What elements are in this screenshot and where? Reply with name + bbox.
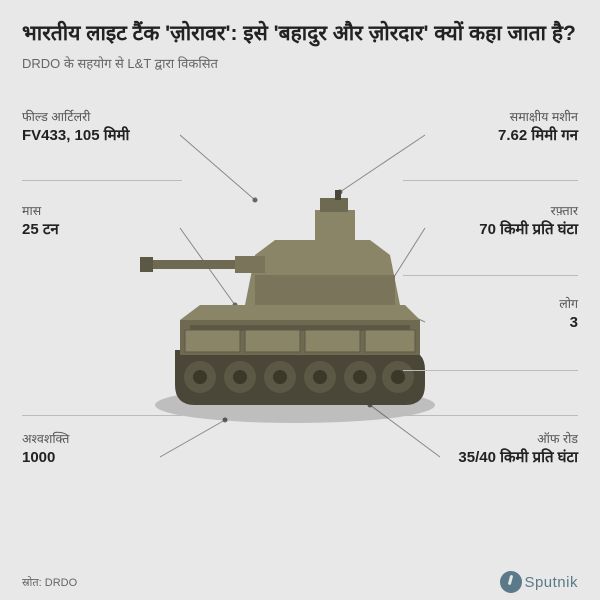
source-text: स्रोत: DRDO	[22, 575, 77, 590]
separator-line	[22, 180, 182, 181]
separator-line	[403, 275, 578, 276]
spec-left-1: मास 25 टन	[22, 202, 59, 240]
spec-value: 1000	[22, 449, 69, 468]
page-subtitle: DRDO के सहयोग से L&T द्वारा विकसित	[22, 54, 578, 72]
spec-label: मास	[22, 202, 59, 219]
spec-value: 35/40 किमी प्रति घंटा	[458, 449, 578, 468]
spec-right-0: समाक्षीय मशीन 7.62 मिमी गन	[498, 108, 578, 146]
sputnik-icon	[500, 571, 522, 593]
spec-left-2: अश्वशक्ति 1000	[22, 430, 69, 468]
brand-logo: Sputnik	[500, 571, 578, 593]
spec-right-3: ऑफ रोड 35/40 किमी प्रति घंटा	[458, 430, 578, 468]
spec-label: ऑफ रोड	[458, 430, 578, 447]
brand-text: Sputnik	[524, 574, 578, 591]
spec-label: फील्ड आर्टिलरी	[22, 108, 129, 125]
separator-line	[22, 415, 182, 416]
spec-label: रफ़्तार	[479, 202, 578, 219]
spec-value: 70 किमी प्रति घंटा	[479, 221, 578, 240]
footer: स्रोत: DRDO Sputnik	[0, 564, 600, 600]
spec-right-1: रफ़्तार 70 किमी प्रति घंटा	[479, 202, 578, 240]
header: भारतीय लाइट टैंक 'ज़ोरावर': इसे 'बहादुर …	[0, 0, 600, 80]
spec-left-0: फील्ड आर्टिलरी FV433, 105 मिमी	[22, 108, 129, 146]
separator-line	[403, 180, 578, 181]
separator-line	[403, 370, 578, 371]
spec-label: अश्वशक्ति	[22, 430, 69, 447]
spec-value: 7.62 मिमी गन	[498, 127, 578, 146]
infographic-content: फील्ड आर्टिलरी FV433, 105 मिमी मास 25 टन अश्…	[0, 80, 600, 520]
spec-value: 3	[559, 314, 578, 333]
spec-label: समाक्षीय मशीन	[498, 108, 578, 125]
spec-value: 25 टन	[22, 221, 59, 240]
spec-label: लोग	[559, 295, 578, 312]
separator-line	[403, 415, 578, 416]
page-title: भारतीय लाइट टैंक 'ज़ोरावर': इसे 'बहादुर …	[22, 20, 578, 48]
spec-right-2: लोग 3	[559, 295, 578, 333]
spec-value: FV433, 105 मिमी	[22, 127, 129, 146]
tank-illustration	[140, 160, 460, 440]
